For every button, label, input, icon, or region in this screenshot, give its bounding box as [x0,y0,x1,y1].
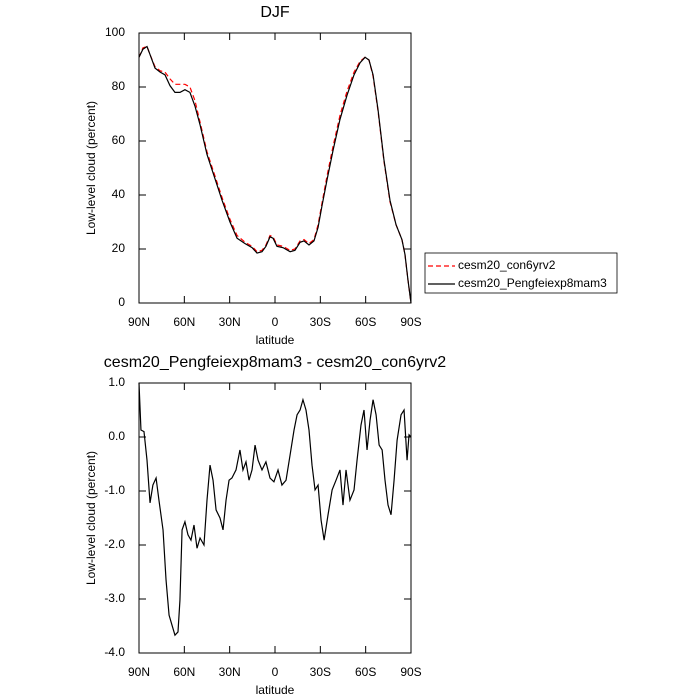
y-tick-label: 1.0 [108,375,125,389]
x-axis-label: latitude [256,333,295,347]
chart-title: DJF [260,4,290,21]
y-tick-label: 60 [112,133,126,147]
y-tick-label: 20 [112,241,126,255]
plot-frame [138,32,412,304]
y-tick-label: -1.0 [104,483,125,497]
x-tick-label: 60N [173,315,195,329]
x-tick-label: 60S [355,665,376,679]
x-tick-label: 90S [400,315,421,329]
y-axis-label: Low-level cloud (percent) [84,451,98,585]
data-line [138,382,412,637]
x-tick-label: 30N [219,665,241,679]
y-tick-label: -3.0 [104,591,125,605]
x-axis-label: latitude [256,683,295,697]
x-tick-label: 90N [128,665,150,679]
x-tick-label: 0 [272,665,279,679]
legend-box [424,252,618,294]
legend-label: cesm20_Pengfeiexp8mam3 [458,276,607,290]
x-tick-label: 90S [400,665,421,679]
x-tick-label: 0 [272,315,279,329]
y-axis-label: Low-level cloud (percent) [84,101,98,235]
y-tick-label: 0 [118,295,125,309]
chart-title: cesm20_Pengfeiexp8mam3 - cesm20_con6yrv2 [104,354,447,371]
x-tick-label: 90N [128,315,150,329]
y-tick-label: 0.0 [108,429,125,443]
x-tick-label: 60N [173,665,195,679]
y-tick-label: 100 [105,25,125,39]
data-line [138,45,412,304]
legend-label: cesm20_con6yrv2 [458,258,556,272]
x-tick-label: 60S [355,315,376,329]
y-tick-label: 80 [112,79,126,93]
x-tick-label: 30N [219,315,241,329]
y-tick-label: -4.0 [104,645,125,659]
y-tick-label: -2.0 [104,537,125,551]
x-tick-label: 30S [310,665,331,679]
x-tick-label: 30S [310,315,331,329]
plot-frame [138,382,412,654]
data-line [138,45,412,304]
y-tick-label: 40 [112,187,126,201]
